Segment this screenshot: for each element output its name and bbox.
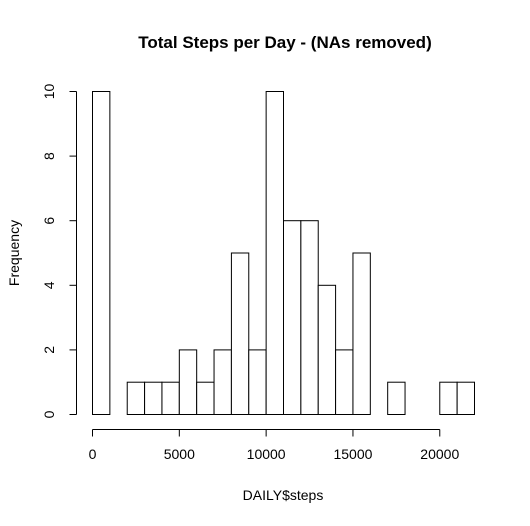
y-tick-label: 10 xyxy=(41,84,57,100)
x-tick-label: 5000 xyxy=(164,446,195,462)
bars-group xyxy=(92,91,475,416)
histogram-bar xyxy=(265,91,284,415)
histogram-bar xyxy=(92,91,111,415)
histogram-bar xyxy=(230,252,250,415)
histogram-bar xyxy=(178,349,198,415)
histogram-bar xyxy=(144,381,163,416)
y-tick-label: 8 xyxy=(41,152,57,160)
histogram-bar xyxy=(439,381,458,416)
y-tick-label: 6 xyxy=(41,217,57,225)
histogram-bar xyxy=(456,381,475,416)
y-axis-label: Frequency xyxy=(6,220,22,286)
y-tick-label: 2 xyxy=(41,346,57,354)
x-tick-label: 20000 xyxy=(420,446,459,462)
histogram-bar xyxy=(161,381,180,416)
x-tick-label: 15000 xyxy=(333,446,372,462)
histogram-bar xyxy=(196,381,215,416)
y-tick-label: 4 xyxy=(41,281,57,289)
histogram-bar xyxy=(248,349,267,415)
x-axis-label: DAILY$steps xyxy=(243,487,324,503)
x-tick-label: 0 xyxy=(89,446,97,462)
y-axis: 0 2 4 6 8 10 xyxy=(41,84,77,418)
histogram-bar xyxy=(387,381,406,416)
x-axis: 0 5000 10000 15000 20000 xyxy=(89,429,459,462)
histogram-bar xyxy=(213,349,232,415)
y-tick-label: 0 xyxy=(41,410,57,418)
chart-title: Total Steps per Day - (NAs removed) xyxy=(138,33,431,52)
histogram-bar xyxy=(317,284,337,415)
histogram-bar xyxy=(352,252,371,415)
histogram-bar xyxy=(335,349,354,415)
histogram-bar xyxy=(126,381,146,416)
x-tick-label: 10000 xyxy=(247,446,286,462)
histogram-bar xyxy=(300,220,319,415)
histogram-bar xyxy=(283,220,302,415)
